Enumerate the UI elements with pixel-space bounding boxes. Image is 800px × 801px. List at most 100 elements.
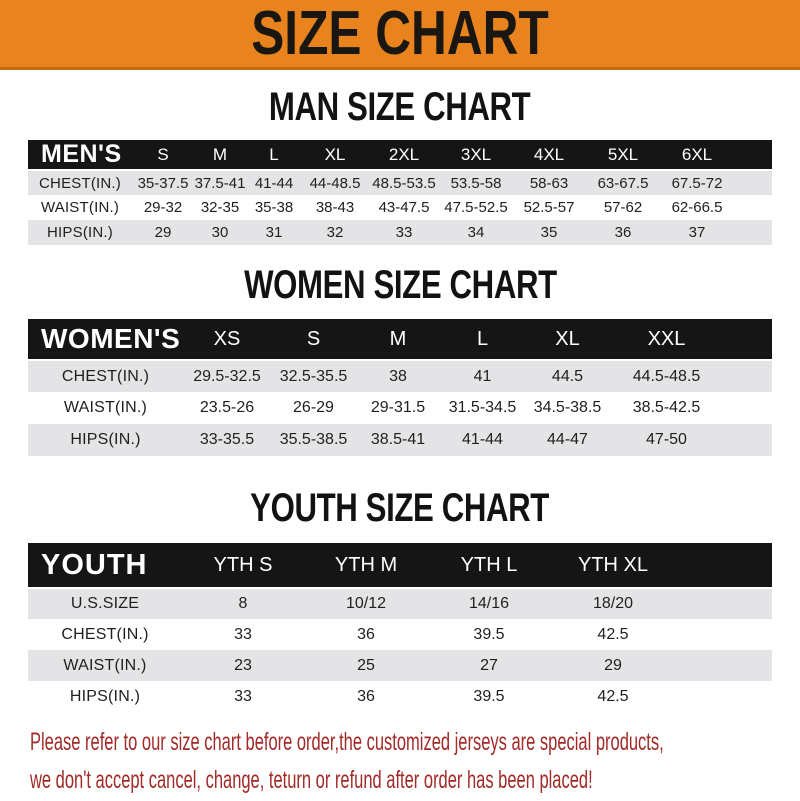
size-value-cell: 29	[154, 224, 172, 241]
table-row: CHEST(IN.) 35-37.5 37.5-41 41-44 44-48.5 48.5…	[28, 170, 772, 195]
size-column-header: 6XL	[660, 140, 734, 171]
size-value-cell: 14/16	[468, 595, 510, 612]
size-value-cell: 43-47.5	[378, 199, 430, 216]
size-value-cell: 29-31.5	[370, 399, 426, 416]
size-value-cell: 33	[234, 625, 252, 643]
womens-size-table: WOMEN'S XS S M L XL XXL CHEST(IN.) 29.5-32.5 32.5…	[28, 319, 772, 456]
table-category-label: YOUTH	[28, 543, 182, 589]
size-value-cell: 30	[211, 224, 229, 241]
size-chart-banner: SIZE CHART	[0, 0, 800, 70]
size-value-cell: 31	[265, 224, 283, 241]
measurement-label: HIPS(IN.)	[47, 224, 113, 241]
size-column-header: S	[271, 319, 356, 361]
table-filler-cell	[723, 319, 772, 361]
measurement-label: WAIST(IN.)	[40, 199, 120, 216]
table-category-label: WOMEN'S	[28, 319, 183, 361]
table-filler-cell	[676, 681, 772, 712]
size-value-cell: 36	[357, 625, 375, 643]
size-column-header: XS	[183, 319, 271, 361]
footer-note-line1: Please refer to our size chart before or…	[30, 728, 664, 756]
size-value-cell: 23.5-26	[199, 399, 255, 416]
size-value-cell: 47-50	[646, 431, 687, 448]
measurement-label: U.S.SIZE	[70, 595, 140, 612]
size-column-header: YTH M	[304, 543, 428, 589]
mens-size-table: MEN'S S M L XL 2XL 3XL 4XL 5XL 6XL CHEST(IN.) 35-37…	[28, 140, 772, 245]
size-column-header: M	[356, 319, 440, 361]
table-category-label: MEN'S	[28, 140, 132, 171]
table-filler-cell	[734, 220, 772, 245]
table-filler-cell	[676, 650, 772, 681]
size-column-header: 4XL	[512, 140, 586, 171]
size-value-cell: 38-43	[315, 199, 355, 216]
footer-note-line2: we don't accept cancel, change, teturn o…	[30, 766, 593, 794]
size-column-header: 2XL	[368, 140, 440, 171]
table-filler-cell	[734, 170, 772, 195]
size-value-cell: 44.5	[551, 367, 584, 385]
size-value-cell: 25	[357, 656, 375, 674]
table-header-row: YOUTH YTH S YTH M YTH L YTH XL	[28, 543, 772, 589]
size-value-cell: 35-38	[254, 199, 294, 216]
banner-title: SIZE CHART	[251, 0, 549, 68]
table-header-row: MEN'S S M L XL 2XL 3XL 4XL 5XL 6XL	[28, 140, 772, 171]
measurement-label: CHEST(IN.)	[61, 367, 150, 385]
size-column-header: M	[194, 140, 246, 171]
size-value-cell: 38.5-42.5	[632, 399, 701, 416]
size-value-cell: 36	[357, 687, 375, 705]
measurement-label: CHEST(IN.)	[61, 625, 149, 643]
size-value-cell: 41-44	[254, 174, 294, 192]
youth-size-table: YOUTH YTH S YTH M YTH L YTH XL U.S.SIZE 8 10/12…	[28, 543, 772, 712]
size-value-cell: 48.5-53.5	[372, 174, 436, 192]
section-heading: YOUTH SIZE CHART	[0, 488, 800, 528]
size-column-header: L	[246, 140, 302, 171]
size-value-cell: 38.5-41	[370, 431, 426, 448]
size-value-cell: 47.5-52.5	[444, 199, 508, 216]
table-row: U.S.SIZE 8 10/12 14/16 18/20	[28, 588, 772, 619]
size-value-cell: 29.5-32.5	[193, 367, 261, 385]
measurement-label: WAIST(IN.)	[63, 399, 148, 416]
size-value-cell: 31.5-34.5	[448, 399, 517, 416]
table-row: CHEST(IN.) 33 36 39.5 42.5	[28, 619, 772, 650]
size-value-cell: 10/12	[345, 595, 387, 612]
size-value-cell: 29	[604, 656, 622, 674]
size-value-cell: 35-37.5	[137, 174, 189, 192]
size-value-cell: 44-47	[547, 431, 588, 448]
measurement-label: HIPS(IN.)	[69, 687, 141, 705]
size-value-cell: 34.5-38.5	[533, 399, 602, 416]
size-column-header: XL	[525, 319, 610, 361]
section-heading: WOMEN SIZE CHART	[0, 265, 800, 305]
size-value-cell: 39.5	[473, 687, 505, 705]
size-value-cell: 27	[480, 656, 498, 674]
size-column-header: YTH XL	[550, 543, 676, 589]
table-filler-cell	[676, 543, 772, 589]
section-heading-text: YOUTH SIZE CHART	[250, 486, 550, 530]
measurement-label: CHEST(IN.)	[39, 174, 121, 192]
section-heading: MAN SIZE CHART	[0, 87, 800, 127]
size-value-cell: 39.5	[473, 625, 505, 643]
size-column-header: 3XL	[440, 140, 512, 171]
size-value-cell: 26-29	[293, 399, 334, 416]
table-row: HIPS(IN.) 33 36 39.5 42.5	[28, 681, 772, 712]
size-column-header: YTH L	[428, 543, 550, 589]
size-value-cell: 44.5-48.5	[632, 367, 701, 385]
size-column-header: XL	[302, 140, 368, 171]
size-value-cell: 63-67.5	[597, 174, 649, 192]
size-value-cell: 36	[614, 224, 632, 241]
size-value-cell: 37	[688, 224, 706, 241]
size-value-cell: 37.5-41	[194, 174, 246, 192]
size-value-cell: 35	[540, 224, 558, 241]
size-value-cell: 32.5-35.5	[279, 367, 348, 385]
table-filler-cell	[723, 424, 772, 456]
size-value-cell: 41-44	[462, 431, 503, 448]
size-value-cell: 41	[473, 367, 492, 385]
size-value-cell: 18/20	[592, 595, 634, 612]
size-value-cell: 32-35	[200, 199, 240, 216]
size-value-cell: 34	[467, 224, 485, 241]
footer-note-row: Please refer to our size chart before or…	[30, 725, 800, 763]
size-value-cell: 35.5-38.5	[279, 431, 348, 448]
size-value-cell: 42.5	[597, 625, 629, 643]
size-value-cell: 42.5	[597, 687, 629, 705]
table-row: HIPS(IN.) 33-35.5 35.5-38.5 38.5-41 41-44 44-…	[28, 424, 772, 456]
table-filler-cell	[676, 619, 772, 650]
size-value-cell: 52.5-57	[523, 199, 575, 216]
